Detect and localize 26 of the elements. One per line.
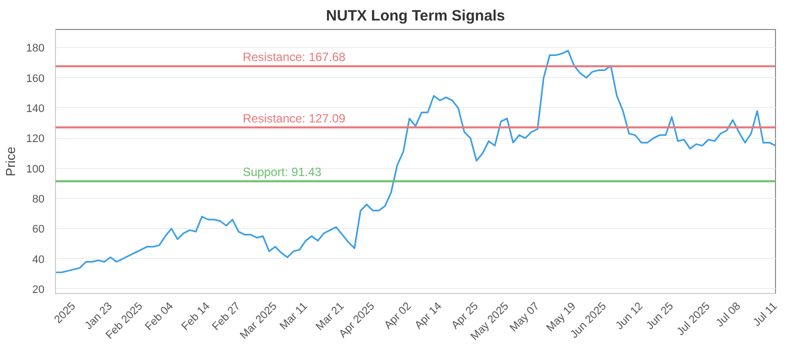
y-tick-label: 40 bbox=[32, 254, 45, 266]
x-tick-label: Mar 11 bbox=[278, 300, 310, 332]
x-tick-label: Jun 25 bbox=[644, 300, 676, 332]
y-axis-title: Price bbox=[3, 146, 18, 176]
x-tick-label: Feb 27 bbox=[210, 300, 243, 333]
x-tick-label: Jul 08 bbox=[714, 300, 744, 330]
line-series bbox=[56, 50, 776, 274]
x-tick-label: Jul 11 bbox=[751, 300, 780, 329]
y-tick-label: 60 bbox=[32, 224, 45, 236]
y-tick-label: 20 bbox=[32, 284, 45, 296]
ref-line-label: Resistance: 167.68 bbox=[242, 50, 346, 64]
x-tick-label: Apr 02 bbox=[382, 300, 414, 332]
y-tick-label: 140 bbox=[26, 102, 45, 115]
y-tick-label: 80 bbox=[32, 193, 45, 206]
x-tick-label: Jun 12 bbox=[614, 300, 646, 332]
y-tick-label: 120 bbox=[26, 133, 45, 146]
y-tick-label: 160 bbox=[26, 72, 45, 85]
y-tick-label: 100 bbox=[26, 163, 45, 176]
x-tick-label: Feb 14 bbox=[180, 300, 212, 333]
y-tick-label: 180 bbox=[26, 42, 45, 55]
chart-title: NUTX Long Term Signals bbox=[326, 8, 505, 24]
ref-line-label: Resistance: 127.09 bbox=[242, 111, 346, 126]
x-tick-label: May 07 bbox=[508, 300, 542, 334]
x-tick-label: Feb 04 bbox=[142, 300, 176, 333]
ref-line-label: Support: 91.43 bbox=[242, 165, 322, 180]
x-tick-label: Apr 14 bbox=[412, 300, 444, 332]
